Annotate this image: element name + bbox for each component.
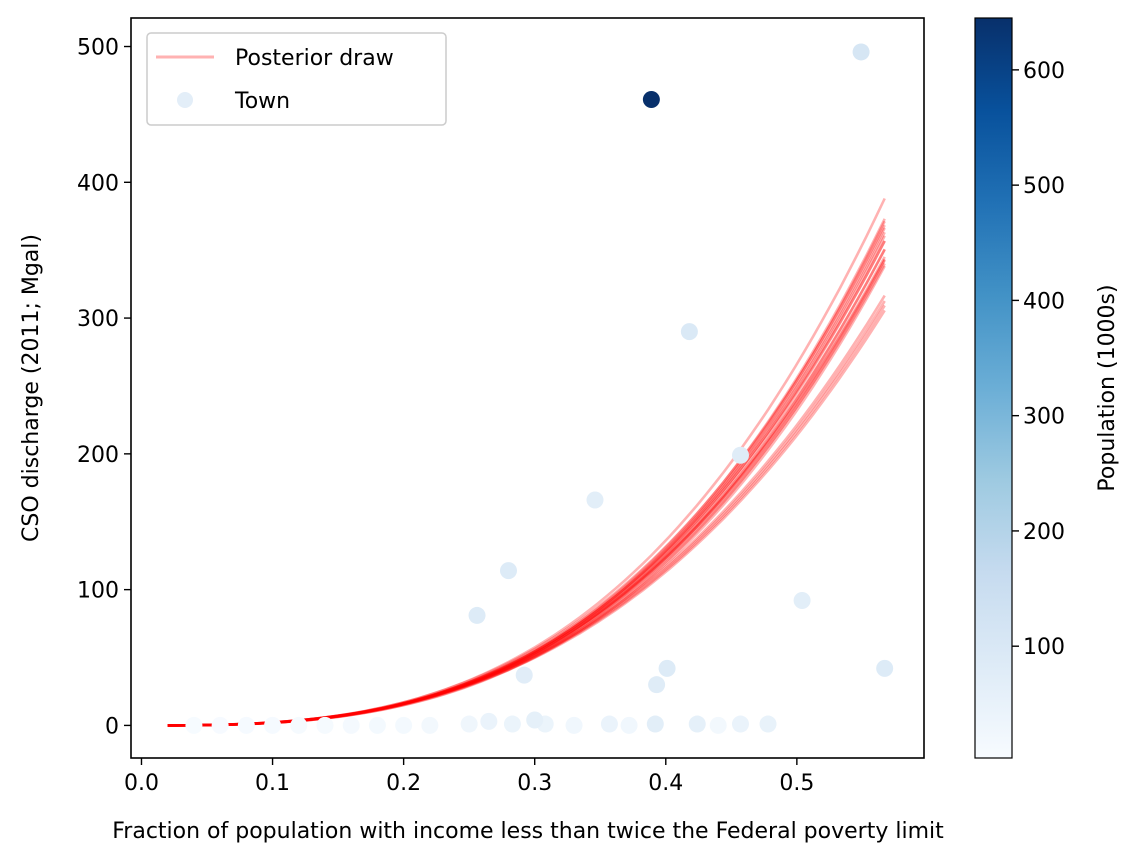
y-tick-label: 300 [77, 307, 119, 332]
x-tick-label: 0.4 [648, 771, 683, 796]
y-tick-label: 400 [77, 171, 119, 196]
legend-town-swatch [177, 92, 193, 108]
town-point [688, 715, 706, 733]
y-axis-ticks: 0 100 200 300 400 500 [77, 36, 131, 739]
x-axis-label: Fraction of population with income less … [112, 819, 944, 844]
town-point [709, 716, 727, 734]
posterior-draw-line [167, 304, 886, 727]
town-point [600, 715, 618, 733]
town-point [316, 716, 334, 734]
posterior-draw-line [167, 258, 886, 727]
posterior-draw-line [167, 240, 886, 727]
colorbar-tick-label: 200 [1023, 520, 1065, 545]
x-tick-label: 0.2 [386, 771, 421, 796]
town-points [185, 43, 894, 734]
town-point [852, 43, 870, 61]
colorbar-ticks: 100 200 300 400 500 600 [1012, 59, 1065, 660]
town-point [480, 712, 498, 730]
town-point [185, 716, 203, 734]
posterior-draw-line [167, 240, 886, 727]
posterior-draw-line [167, 294, 886, 727]
town-point [586, 491, 604, 509]
colorbar-tick-label: 600 [1023, 59, 1065, 84]
posterior-draw-curves [167, 197, 886, 727]
x-tick-label: 0.5 [779, 771, 814, 796]
town-point [646, 715, 664, 733]
y-tick-label: 100 [77, 579, 119, 604]
town-point [421, 716, 439, 734]
posterior-draw-line [167, 220, 886, 727]
town-point [290, 716, 308, 734]
colorbar-tick-label: 100 [1023, 635, 1065, 660]
y-tick-label: 0 [105, 714, 119, 739]
town-point [368, 716, 386, 734]
town-point [468, 606, 486, 624]
posterior-draw-line [167, 265, 886, 727]
town-point [211, 716, 229, 734]
town-point [515, 666, 533, 684]
town-point [620, 716, 638, 734]
y-tick-label: 200 [77, 443, 119, 468]
posterior-draw-line [167, 309, 886, 727]
colorbar: 100 200 300 400 500 600 Population (1000s) [974, 17, 1120, 759]
colorbar-tick-label: 500 [1023, 174, 1065, 199]
colorbar-label: Population (1000s) [1095, 284, 1120, 491]
town-point [460, 715, 478, 733]
town-point [642, 90, 660, 108]
town-point [342, 716, 360, 734]
posterior-draw-line [167, 256, 886, 727]
posterior-draw-line [167, 218, 886, 727]
colorbar-tick-label: 400 [1023, 289, 1065, 314]
colorbar-tick-label: 300 [1023, 405, 1065, 430]
town-point [680, 323, 698, 341]
posterior-draw-line [167, 248, 886, 727]
colorbar-gradient [974, 17, 1013, 759]
town-point [503, 715, 521, 733]
plot-frame [130, 17, 925, 759]
y-tick-label: 500 [77, 36, 119, 61]
posterior-draw-line [167, 224, 886, 727]
posterior-draw-line [167, 235, 886, 727]
posterior-draw-line [167, 262, 886, 727]
legend-box [146, 32, 447, 126]
town-point [731, 715, 749, 733]
legend: Posterior draw Town [146, 32, 447, 126]
town-point [237, 716, 255, 734]
posterior-draw-line [167, 227, 886, 727]
town-point [658, 659, 676, 677]
y-axis-label: CSO discharge (2011; Mgal) [19, 234, 44, 542]
town-point [395, 716, 413, 734]
town-point [499, 562, 517, 580]
town-point [648, 676, 666, 694]
legend-town-label: Town [234, 89, 290, 114]
posterior-draw-line [167, 300, 886, 727]
posterior-draw-line [167, 197, 886, 727]
x-tick-label: 0.0 [124, 771, 159, 796]
town-point [876, 659, 894, 677]
x-tick-label: 0.1 [255, 771, 290, 796]
town-point [565, 716, 583, 734]
town-point [526, 711, 544, 729]
posterior-draw-line [167, 248, 886, 727]
town-point [264, 716, 282, 734]
legend-posterior-draw-label: Posterior draw [235, 46, 394, 71]
x-axis-ticks: 0.0 0.1 0.2 0.3 0.4 0.5 [124, 758, 814, 796]
town-point [793, 591, 811, 609]
posterior-draw-line [167, 231, 886, 727]
town-point [731, 446, 749, 464]
posterior-draw-line [167, 259, 886, 727]
town-point [759, 715, 777, 733]
x-tick-label: 0.3 [517, 771, 552, 796]
